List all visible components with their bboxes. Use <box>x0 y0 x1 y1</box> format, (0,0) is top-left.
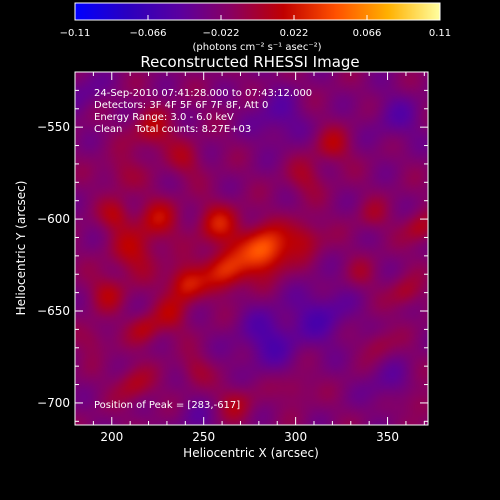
colorbar-unit-label: (photons cm⁻² s⁻¹ asec⁻²) <box>192 42 321 53</box>
annotation-time-range: 24-Sep-2010 07:41:28.000 to 07:43:12.000 <box>94 88 312 99</box>
colorbar-tick-label: 0.11 <box>429 28 451 39</box>
colorbar-tick-label: 0.066 <box>353 28 382 39</box>
annotation-energy-range: Energy Range: 3.0 - 6.0 keV <box>94 112 234 123</box>
colorbar: −0.11 −0.066 −0.022 0.022 0.066 0.11 (photons… <box>60 2 451 53</box>
y-tick-label: −600 <box>37 212 70 226</box>
y-axis-label: Heliocentric Y (arcsec) <box>14 181 28 316</box>
x-tick-label: 350 <box>376 430 399 444</box>
plot-frame <box>74 71 429 426</box>
colorbar-tick-label: −0.066 <box>129 28 166 39</box>
axis-ticks: 200 250 300 350 −550 −600 −650 −700 <box>37 71 428 444</box>
annotation-detectors: Detectors: 3F 4F 5F 6F 7F 8F, Att 0 <box>94 100 268 111</box>
colorbar-ticks: −0.11 −0.066 −0.022 0.022 0.066 0.11 <box>60 15 451 39</box>
chart-title: Reconstructed RHESSI Image <box>140 53 359 71</box>
y-tick-label: −650 <box>37 304 70 318</box>
x-tick-label: 300 <box>284 430 307 444</box>
colorbar-gradient <box>74 2 441 21</box>
colorbar-tick-label: −0.11 <box>60 28 91 39</box>
annotation-clean-counts: Clean Total counts: 8.27E+03 <box>94 124 251 135</box>
colorbar-tick-label: 0.022 <box>280 28 309 39</box>
x-tick-label: 250 <box>192 430 215 444</box>
x-tick-label: 200 <box>100 430 123 444</box>
annotation-peak-position: Position of Peak = [283,-617] <box>94 400 240 411</box>
y-tick-label: −550 <box>37 120 70 134</box>
x-axis-label: Heliocentric X (arcsec) <box>183 446 319 460</box>
y-tick-label: −700 <box>37 396 70 410</box>
image-plot: 200 250 300 350 −550 −600 −650 −700 <box>37 71 429 444</box>
colorbar-tick-label: −0.022 <box>202 28 239 39</box>
annotation-block: 24-Sep-2010 07:41:28.000 to 07:43:12.000… <box>94 88 312 411</box>
heatmap-image <box>75 72 428 425</box>
